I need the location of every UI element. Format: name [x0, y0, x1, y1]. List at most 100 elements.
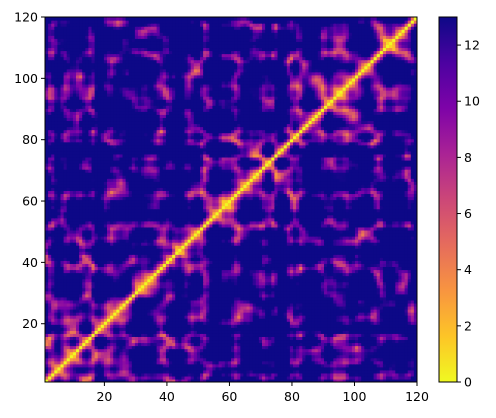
heatmap-cell — [283, 302, 288, 307]
heatmap-cell — [305, 330, 310, 334]
heatmap-cell — [320, 366, 325, 371]
heatmap-cell — [215, 354, 220, 359]
heatmap-cell — [407, 305, 412, 310]
heatmap-cell — [113, 357, 117, 362]
heatmap-cell — [203, 324, 207, 328]
heatmap-cell — [386, 321, 390, 325]
heatmap-cell — [190, 351, 195, 356]
heatmap-cell — [243, 336, 248, 341]
heatmap-cell — [389, 333, 393, 337]
heatmap-cell — [51, 363, 55, 368]
heatmap-cell — [203, 305, 207, 310]
heatmap-cell — [410, 299, 415, 304]
heatmap-cell — [364, 378, 368, 382]
heatmap-cell — [82, 324, 86, 328]
heatmap-cell — [116, 372, 120, 377]
heatmap-cell — [184, 375, 189, 380]
heatmap-cell — [144, 299, 148, 304]
heatmap-cell — [401, 299, 406, 304]
heatmap-cell — [336, 348, 341, 353]
heatmap-cell — [113, 296, 117, 301]
heatmap-cell — [355, 318, 359, 322]
heatmap-cell — [128, 327, 133, 331]
heatmap-cell — [342, 369, 347, 374]
heatmap-cell — [100, 312, 105, 316]
heatmap-cell — [358, 342, 362, 347]
heatmap-cell — [358, 375, 362, 380]
heatmap-cell — [305, 345, 310, 350]
heatmap-cell — [169, 372, 173, 377]
heatmap-cell — [224, 333, 229, 337]
heatmap-cell — [336, 333, 341, 337]
heatmap-cell — [314, 369, 319, 374]
heatmap-cell — [51, 321, 55, 325]
heatmap-cell — [249, 363, 254, 368]
heatmap-cell — [100, 293, 105, 298]
heatmap-cell — [277, 309, 282, 313]
heatmap-cell — [162, 309, 167, 313]
heatmap-cell — [116, 348, 120, 353]
heatmap-cell — [76, 372, 80, 377]
heatmap-cell — [57, 375, 62, 380]
heatmap-cell — [243, 312, 248, 316]
heatmap-cell — [392, 360, 396, 365]
heatmap-cell — [184, 369, 189, 374]
heatmap-cell — [398, 324, 403, 328]
heatmap-cell — [299, 351, 303, 356]
heatmap-cell — [227, 318, 232, 322]
heatmap-cell — [410, 309, 415, 313]
heatmap-cell — [218, 375, 223, 380]
heatmap-cell — [336, 357, 341, 362]
heatmap-cell — [265, 318, 269, 322]
heatmap-cell — [237, 363, 241, 368]
heatmap-cell — [153, 360, 158, 365]
heatmap-cell — [159, 363, 164, 368]
heatmap-cell — [305, 360, 310, 365]
heatmap-cell — [150, 302, 155, 307]
heatmap-cell — [410, 339, 415, 344]
heatmap-cell — [277, 369, 282, 374]
heatmap-cell — [206, 309, 210, 313]
heatmap-cell — [60, 336, 65, 341]
heatmap-cell — [150, 375, 155, 380]
heatmap-cell — [203, 342, 207, 347]
heatmap-cell — [128, 357, 133, 362]
heatmap-cell — [243, 375, 248, 380]
heatmap-cell — [153, 378, 158, 382]
heatmap-cell — [227, 345, 232, 350]
heatmap-cell — [386, 354, 390, 359]
heatmap-cell — [57, 305, 62, 310]
heatmap-cell — [76, 336, 80, 341]
heatmap-cell — [379, 312, 384, 316]
heatmap-cell — [255, 333, 260, 337]
heatmap-cell — [373, 369, 378, 374]
heatmap-cell — [162, 330, 167, 334]
heatmap-cell — [134, 339, 139, 344]
heatmap-cell — [373, 309, 378, 313]
heatmap-cell — [206, 354, 210, 359]
heatmap-cell — [57, 302, 62, 307]
heatmap-cell — [398, 330, 403, 334]
heatmap-cell — [122, 375, 127, 380]
heatmap-cell — [358, 360, 362, 365]
heatmap-cell — [63, 351, 68, 356]
heatmap-cell — [131, 312, 136, 316]
heatmap-cell — [91, 336, 96, 341]
heatmap-cell — [60, 299, 65, 304]
heatmap-cell — [119, 375, 124, 380]
heatmap-cell — [348, 296, 353, 301]
heatmap-cell — [379, 302, 384, 307]
heatmap-cell — [221, 305, 226, 310]
heatmap-cell — [184, 360, 189, 365]
heatmap-cell — [190, 339, 195, 344]
heatmap-cell — [358, 327, 362, 331]
heatmap-cell — [159, 342, 164, 347]
heatmap-cell — [280, 378, 285, 382]
heatmap-cell — [293, 327, 297, 331]
heatmap-cell — [169, 366, 173, 371]
heatmap-cell — [376, 336, 381, 341]
heatmap-cell — [150, 348, 155, 353]
heatmap-cell — [181, 321, 186, 325]
heatmap-cell — [196, 305, 201, 310]
heatmap-cell — [376, 372, 381, 377]
